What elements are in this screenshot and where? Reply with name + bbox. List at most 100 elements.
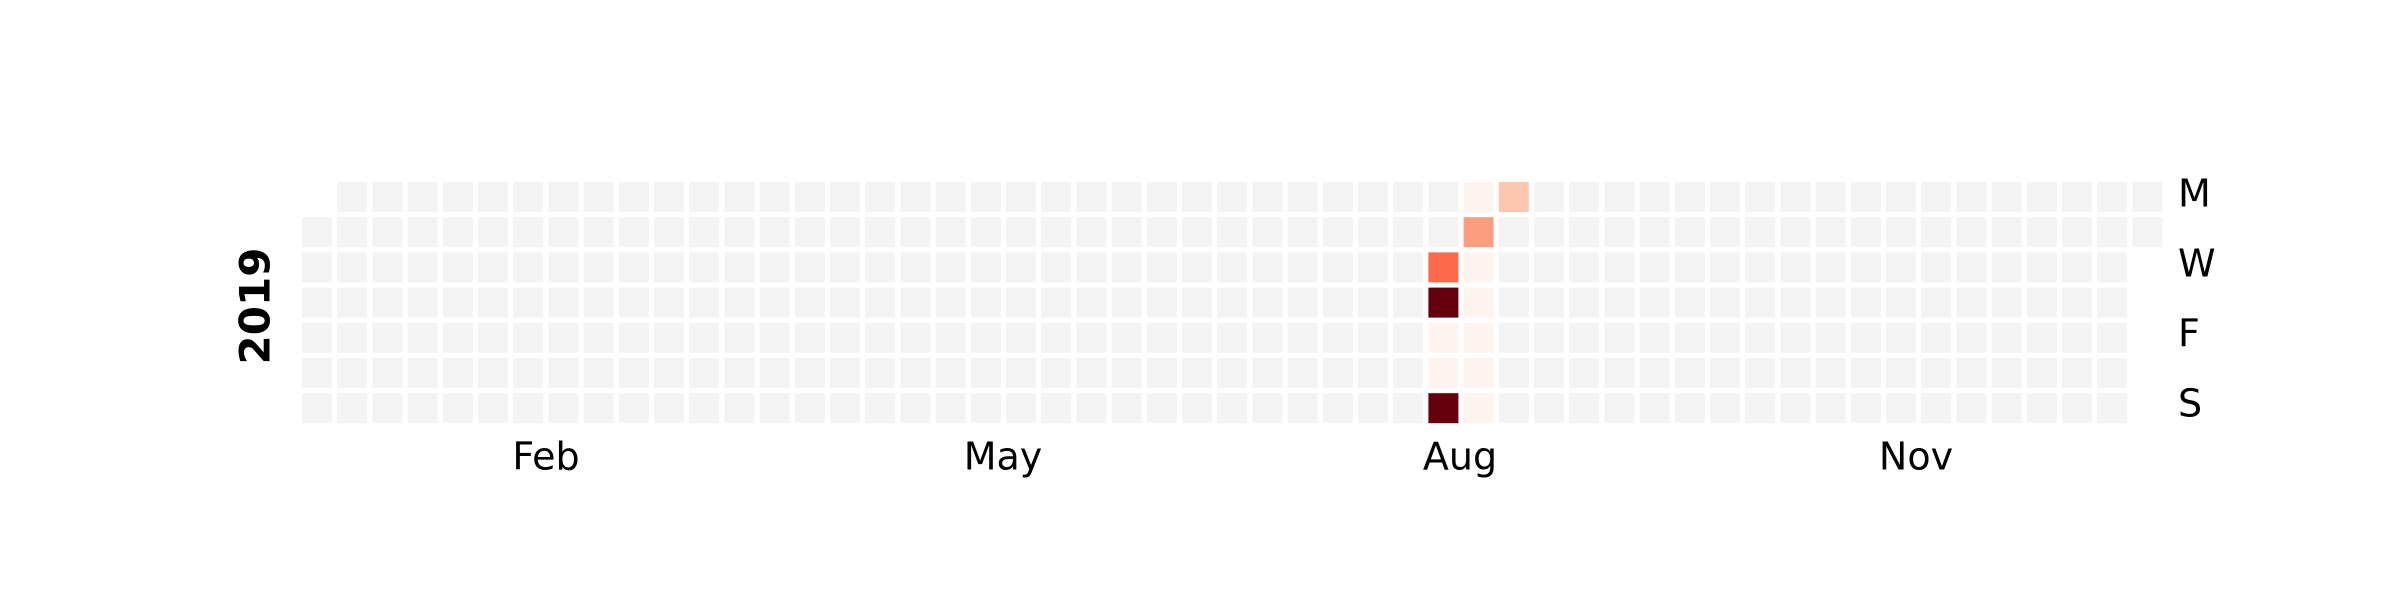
- day-cell-2019-10-01: [1674, 217, 1705, 248]
- day-cell-2019-10-31: [1815, 287, 1846, 318]
- day-cell-2019-04-07: [759, 393, 790, 424]
- day-cell-2019-08-01: [1358, 287, 1388, 318]
- day-cell-2019-09-03: [1534, 217, 1564, 248]
- day-cell-2019-07-30: [1358, 217, 1388, 248]
- day-cell-2019-03-05: [618, 217, 649, 248]
- day-cell-2019-02-21: [548, 287, 579, 318]
- day-label-sat: S: [2178, 382, 2202, 426]
- heatmap-cells: [302, 182, 2163, 424]
- day-cell-2019-11-07: [1850, 287, 1881, 318]
- day-cell-2019-10-11: [1710, 322, 1740, 353]
- day-cell-2019-10-28: [1815, 182, 1846, 212]
- day-cell-2019-07-26: [1322, 322, 1353, 353]
- day-cell-2019-02-20: [548, 252, 579, 283]
- day-cell-2019-07-18: [1287, 287, 1318, 318]
- day-cell-2019-01-24: [407, 287, 438, 318]
- day-cell-2019-02-18: [548, 182, 579, 212]
- day-cell-2019-11-17: [1886, 393, 1916, 424]
- day-cell-2019-06-25: [1182, 217, 1212, 248]
- day-cell-2019-09-09: [1569, 182, 1600, 212]
- day-cell-2019-07-31: [1358, 252, 1388, 283]
- day-cell-2019-10-30: [1815, 252, 1846, 283]
- day-cell-2019-03-18: [689, 182, 720, 212]
- day-cell-2019-02-27: [583, 252, 614, 283]
- day-cell-2019-07-12: [1252, 322, 1283, 353]
- day-cell-2019-12-16: [2062, 182, 2092, 212]
- day-cell-2019-10-10: [1710, 287, 1740, 318]
- day-cell-2019-10-20: [1745, 393, 1776, 424]
- day-cell-2019-08-08: [1393, 287, 1424, 318]
- day-cell-2019-11-02: [1815, 358, 1846, 388]
- day-cell-2019-04-18: [830, 287, 860, 318]
- day-cell-2019-06-16: [1111, 393, 1142, 424]
- day-cell-2019-12-29: [2097, 393, 2128, 424]
- day-cell-2019-03-10: [618, 393, 649, 424]
- day-cell-2019-02-14: [513, 287, 544, 318]
- day-cell-2019-07-03: [1217, 252, 1248, 283]
- day-cell-2019-06-03: [1076, 182, 1107, 212]
- day-cell-2019-12-06: [1991, 322, 2022, 353]
- day-cell-2019-01-19: [372, 358, 403, 388]
- day-cell-2019-08-14: [1428, 252, 1459, 283]
- day-cell-2019-08-21: [1463, 252, 1494, 283]
- day-cell-2019-02-25: [583, 182, 614, 212]
- day-cell-2019-11-21: [1921, 287, 1952, 318]
- day-cell-2019-09-29: [1639, 393, 1670, 424]
- day-cell-2019-03-31: [724, 393, 755, 424]
- day-cell-2019-03-04: [618, 182, 649, 212]
- day-cell-2019-11-03: [1815, 393, 1846, 424]
- day-cell-2019-05-03: [900, 322, 931, 353]
- day-cell-2019-07-01: [1217, 182, 1248, 212]
- day-cell-2019-11-05: [1850, 217, 1881, 248]
- day-cell-2019-01-22: [407, 217, 438, 248]
- day-cell-2019-12-24: [2097, 217, 2128, 248]
- day-cell-2019-05-18: [970, 358, 1001, 388]
- day-cell-2019-12-08: [1991, 393, 2022, 424]
- day-cell-2019-09-10: [1569, 217, 1600, 248]
- day-cell-2019-11-28: [1956, 287, 1987, 318]
- day-cell-2019-10-17: [1745, 287, 1776, 318]
- day-cell-2019-08-07: [1393, 252, 1424, 283]
- day-cell-2019-03-17: [654, 393, 684, 424]
- day-cell-2019-09-26: [1639, 287, 1670, 318]
- day-cell-2019-08-05: [1393, 182, 1424, 212]
- day-cell-2019-03-23: [689, 358, 720, 388]
- day-cell-2019-06-01: [1041, 358, 1072, 388]
- day-cell-2019-07-10: [1252, 252, 1283, 283]
- day-cell-2019-10-29: [1815, 217, 1846, 248]
- day-cell-2019-11-08: [1850, 322, 1881, 353]
- day-cell-2019-08-16: [1428, 322, 1459, 353]
- day-cell-2019-01-29: [442, 217, 473, 248]
- day-cell-2019-12-31: [2132, 217, 2163, 248]
- day-cell-2019-07-25: [1322, 287, 1353, 318]
- day-cell-2019-02-01: [442, 322, 473, 353]
- day-cell-2019-12-05: [1991, 287, 2022, 318]
- day-cell-2019-01-12: [337, 358, 368, 388]
- day-cell-2019-05-02: [900, 287, 931, 318]
- day-cell-2019-01-03: [302, 287, 332, 318]
- day-cell-2019-01-14: [372, 182, 403, 212]
- day-cell-2019-05-10: [935, 322, 966, 353]
- day-cell-2019-11-13: [1886, 252, 1916, 283]
- day-cell-2019-08-31: [1498, 358, 1529, 388]
- day-cell-2019-07-22: [1322, 182, 1353, 212]
- day-cell-2019-10-07: [1710, 182, 1740, 212]
- day-cell-2019-04-08: [794, 182, 825, 212]
- day-cell-2019-03-29: [724, 322, 755, 353]
- day-cell-2019-04-19: [830, 322, 860, 353]
- day-cell-2019-10-21: [1780, 182, 1811, 212]
- day-cell-2019-12-07: [1991, 358, 2022, 388]
- day-cell-2019-10-22: [1780, 217, 1811, 248]
- day-cell-2019-05-05: [900, 393, 931, 424]
- day-cell-2019-08-28: [1498, 252, 1529, 283]
- day-cell-2019-01-07: [337, 182, 368, 212]
- month-label-nov: Nov: [1879, 435, 1953, 479]
- day-cell-2019-01-10: [337, 287, 368, 318]
- day-cell-2019-05-25: [1006, 358, 1036, 388]
- day-cell-2019-09-13: [1569, 322, 1600, 353]
- day-cell-2019-12-04: [1991, 252, 2022, 283]
- day-cell-2019-05-04: [900, 358, 931, 388]
- day-cell-2019-08-22: [1463, 287, 1494, 318]
- day-cell-2019-07-14: [1252, 393, 1283, 424]
- day-cell-2019-10-19: [1745, 358, 1776, 388]
